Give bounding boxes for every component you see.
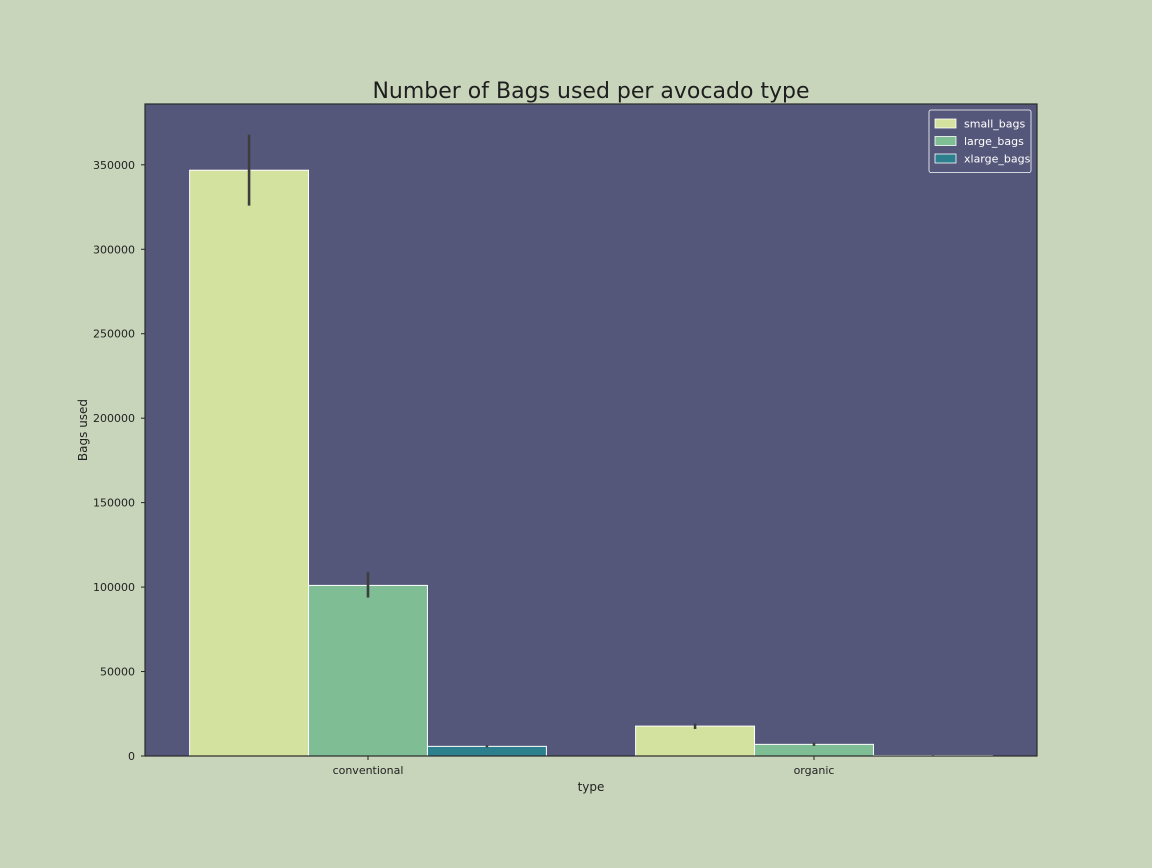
x-tick-label: conventional: [333, 764, 404, 777]
x-axis-label: type: [578, 780, 605, 794]
y-tick-label: 100000: [93, 581, 135, 594]
y-axis-label: Bags used: [76, 399, 90, 461]
y-tick-label: 350000: [93, 159, 135, 172]
y-tick-label: 150000: [93, 497, 135, 510]
bar-xlarge_bags-conventional: [426, 745, 547, 757]
legend-label-xlarge_bags: xlarge_bags: [964, 153, 1031, 166]
y-tick-label: 50000: [100, 666, 135, 679]
x-tick-label: organic: [794, 764, 835, 777]
bar-small_bags-conventional: [189, 169, 310, 757]
bar-large_bags-organic: [754, 743, 874, 757]
legend-label-small_bags: small_bags: [964, 118, 1026, 131]
legend-swatch-large_bags: [934, 136, 957, 146]
plot-frame: [144, 103, 1038, 757]
bar-small_bags-organic: [635, 725, 756, 757]
chart-title: Number of Bags used per avocado type: [372, 79, 809, 104]
y-tick-label: 200000: [93, 412, 135, 425]
y-tick-label: 0: [128, 750, 135, 763]
legend-swatch-small_bags: [934, 118, 957, 129]
bar-large_bags-conventional: [308, 584, 428, 757]
legend-swatch-xlarge_bags: [934, 153, 957, 164]
y-tick-label: 300000: [93, 243, 135, 256]
legend-label-large_bags: large_bags: [964, 135, 1024, 148]
y-tick-label: 250000: [93, 328, 135, 341]
